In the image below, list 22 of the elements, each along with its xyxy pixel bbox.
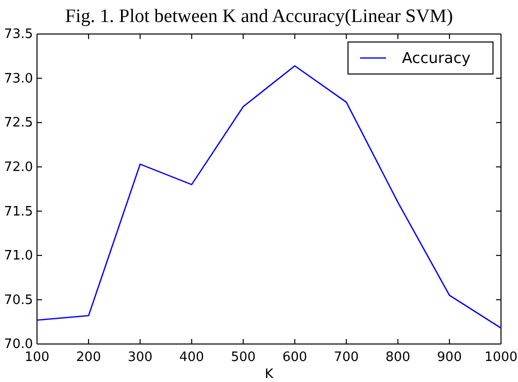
x-tick-label: 800 (385, 350, 410, 366)
y-tick-label: 73.0 (4, 71, 33, 86)
y-tick-label: 70.0 (4, 337, 33, 352)
y-tick-label: 72.0 (4, 160, 33, 176)
x-tick-label: 300 (128, 350, 153, 366)
x-tick-label: 1000 (484, 350, 518, 366)
y-tick-label: 71.5 (4, 204, 33, 220)
x-tick-label: 500 (230, 350, 256, 366)
legend-label: Accuracy (402, 49, 471, 67)
x-tick-label: 400 (179, 350, 204, 366)
y-tick-label: 71.0 (4, 248, 33, 264)
line-series (36, 65, 502, 329)
y-tick-label: 72.5 (4, 116, 33, 131)
x-tick-label: 700 (334, 350, 359, 366)
x-tick-label: 100 (24, 350, 50, 366)
y-tick-label: 73.5 (4, 27, 33, 42)
x-tick-label: 200 (76, 350, 101, 366)
x-axis-title: K (264, 367, 274, 382)
y-tick-label: 70.5 (4, 292, 33, 308)
x-tick-label: 900 (437, 350, 462, 366)
chart-title: Fig. 1. Plot between K and Accuracy(Linear SVM) (65, 6, 453, 27)
x-tick-label: 600 (282, 350, 308, 366)
